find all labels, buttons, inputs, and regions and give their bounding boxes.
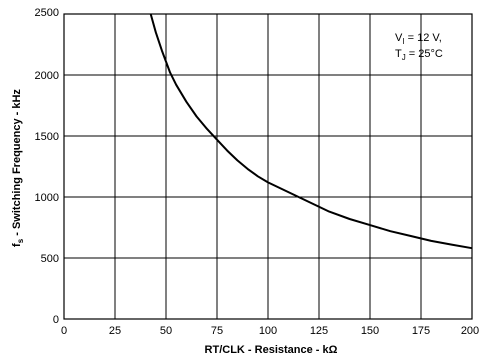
annotation-tj-main: T [395, 48, 402, 60]
x-tick-label-3: 75 [211, 325, 223, 337]
x-tick-labels: 0 25 50 75 100 125 150 175 200 [61, 325, 479, 337]
y-axis-label-rest: - Switching Frequency - kHz [11, 89, 23, 239]
grid-lines [63, 13, 473, 320]
y-axis-label-subscript: s [16, 238, 25, 243]
x-tick-label-5: 125 [310, 325, 328, 337]
annotation-line-1: VI = 12 V, [395, 32, 442, 46]
x-tick-label-1: 25 [109, 325, 121, 337]
y-tick-labels: 0 500 1000 1500 2000 2500 [35, 7, 59, 326]
series-line-0 [149, 13, 473, 250]
annotation-tj-subscript: J [402, 53, 406, 62]
x-tick-label-7: 175 [412, 325, 430, 337]
annotation-tj-rest: = 25°C [406, 48, 443, 60]
x-axis-label: RT/CLK - Resistance - kΩ [205, 344, 338, 356]
y-tick-label-0: 0 [53, 314, 59, 326]
x-tick-label-8: 200 [461, 325, 479, 337]
y-tick-label-5: 2500 [35, 7, 59, 19]
x-tick-label-4: 100 [259, 325, 277, 337]
series-curve [149, 13, 473, 250]
y-tick-label-3: 1500 [35, 131, 59, 143]
annotation-vi-rest: = 12 V, [405, 32, 442, 44]
y-axis-label-main: f [11, 243, 23, 247]
y-tick-label-2: 1000 [35, 192, 59, 204]
x-tick-label-6: 150 [361, 325, 379, 337]
y-tick-label-4: 2000 [35, 70, 59, 82]
annotation-vi-main: V [395, 32, 403, 44]
y-tick-label-1: 500 [41, 253, 59, 265]
x-tick-label-0: 0 [61, 325, 67, 337]
annotation-line-2: TJ = 25°C [395, 48, 443, 62]
plot-frame [63, 13, 473, 320]
y-axis-label: fs - Switching Frequency - kHz [11, 89, 25, 247]
x-tick-label-2: 50 [160, 325, 172, 337]
annotation-vi-subscript: I [402, 37, 404, 46]
